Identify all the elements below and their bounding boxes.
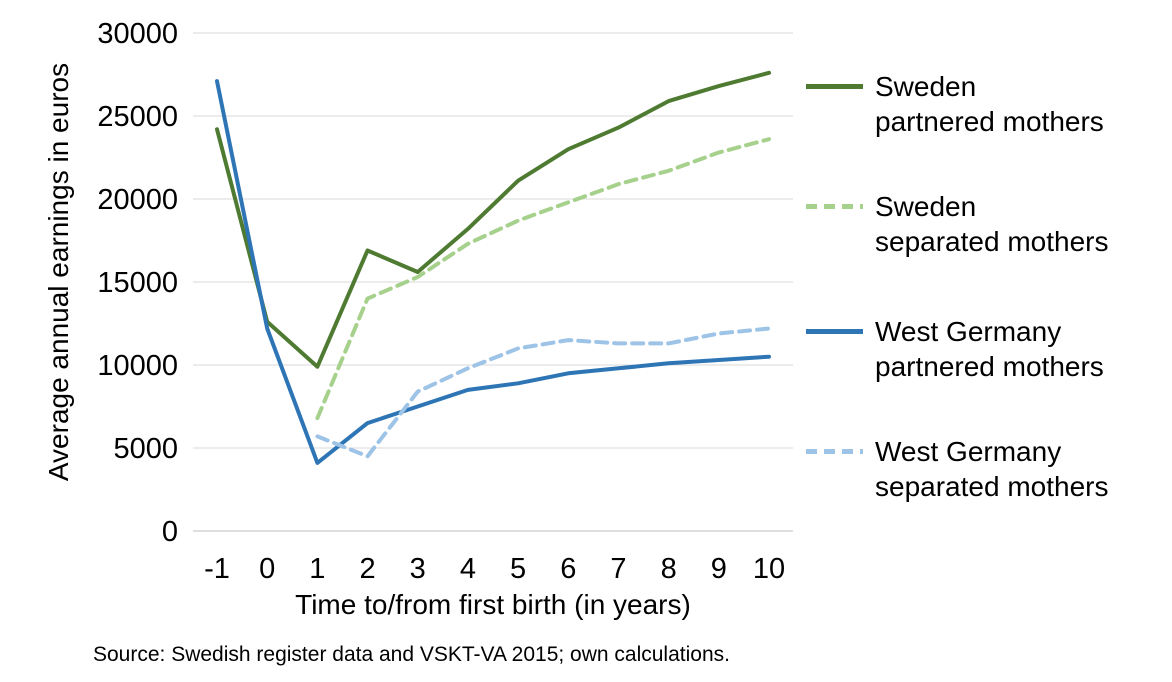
legend-entry-sweden-partnered: Sweden partnered mothers — [806, 69, 1104, 139]
legend-entry-sweden-separated: Sweden separated mothers — [806, 189, 1108, 259]
x-axis-title: Time to/from first birth (in years) — [295, 589, 691, 620]
x-tick-label: 10 — [753, 553, 785, 585]
legend-line-swatch-sweden-partnered — [806, 84, 863, 89]
y-tick-label: 15000 — [97, 267, 178, 299]
series-line-sweden-separated-mothers — [315, 137, 771, 421]
legend-line-swatch-sweden-separated — [806, 204, 863, 209]
x-tick-label: 9 — [711, 553, 727, 585]
x-tick-label: 7 — [610, 553, 626, 585]
y-tick-label: 30000 — [97, 18, 178, 50]
y-axis-title: Average annual earnings in euros — [43, 62, 74, 482]
legend: Sweden partnered mothers Sweden separate… — [806, 0, 1172, 560]
source-note: Source: Swedish register data and VSKT-V… — [93, 643, 730, 666]
y-tick-label: 10000 — [97, 350, 178, 382]
y-tick-label: 25000 — [97, 101, 178, 133]
legend-label-west-germany-partnered: West Germany partnered mothers — [875, 314, 1104, 384]
legend-label-line: Sweden — [875, 191, 977, 222]
legend-label-sweden-partnered: Sweden partnered mothers — [875, 69, 1104, 139]
legend-label-west-germany-separated: West Germany separated mothers — [875, 434, 1108, 504]
y-tick-label: 20000 — [97, 184, 178, 216]
series-line-west-germany-partnered-mothers — [215, 79, 771, 465]
x-tick-label: -1 — [204, 553, 230, 585]
legend-label-line: West Germany — [875, 316, 1062, 347]
x-tick-label: 1 — [309, 553, 325, 585]
x-tick-label: 8 — [661, 553, 677, 585]
legend-label-line: West Germany — [875, 436, 1062, 467]
series-line-west-germany-separated-mothers — [315, 326, 771, 459]
legend-line-swatch-west-germany-separated — [806, 449, 863, 454]
legend-label-line: Sweden — [875, 71, 977, 102]
legend-label-line: separated mothers — [875, 226, 1109, 257]
legend-label-sweden-separated: Sweden separated mothers — [875, 189, 1108, 259]
x-tick-label: 3 — [410, 553, 426, 585]
x-tick-label: 2 — [359, 553, 375, 585]
x-tick-label: 0 — [259, 553, 275, 585]
y-tick-label: 0 — [162, 516, 178, 548]
y-tick-label: 5000 — [113, 433, 178, 465]
x-tick-label: 5 — [510, 553, 526, 585]
x-tick-label: 4 — [460, 553, 476, 585]
x-tick-label: 6 — [560, 553, 576, 585]
legend-label-line: partnered mothers — [875, 106, 1104, 137]
series-line-sweden-partnered-mothers — [215, 70, 771, 369]
legend-line-swatch-west-germany-partnered — [806, 329, 863, 334]
legend-label-line: partnered mothers — [875, 351, 1104, 382]
legend-entry-west-germany-separated: West Germany separated mothers — [806, 434, 1108, 504]
legend-entry-west-germany-partnered: West Germany partnered mothers — [806, 314, 1104, 384]
legend-label-line: separated mothers — [875, 471, 1109, 502]
